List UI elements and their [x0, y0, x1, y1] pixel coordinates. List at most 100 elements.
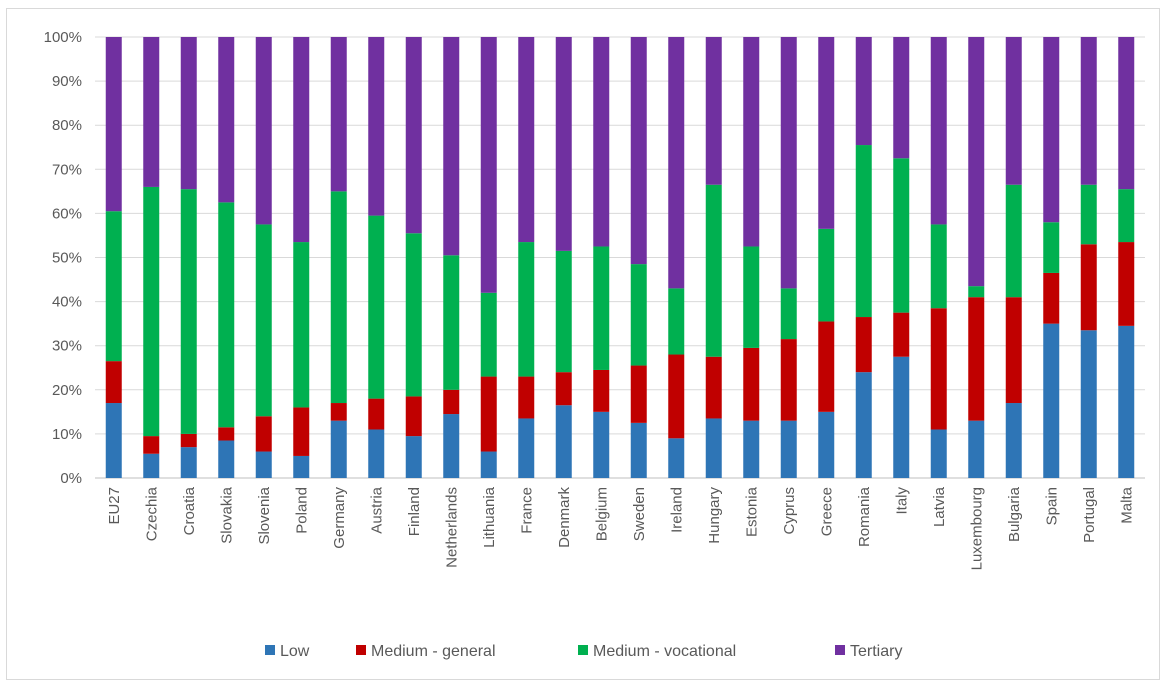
bar-segment	[368, 398, 385, 430]
bar-segment	[1118, 37, 1135, 190]
x-tick-label: EU27	[106, 487, 123, 525]
bar-segment	[930, 308, 947, 430]
bar-segment	[405, 436, 422, 478]
legend-label: Tertiary	[850, 643, 902, 660]
bar-segment	[330, 403, 347, 421]
bar-segment	[555, 37, 572, 251]
x-tick-label: Czechia	[143, 486, 160, 541]
legend-swatch	[835, 645, 845, 655]
gridlines	[95, 36, 1145, 479]
bar-segment	[1005, 403, 1022, 478]
y-tick-label: 70%	[52, 161, 82, 178]
chart-frame	[6, 8, 1160, 680]
bar-segment	[705, 184, 722, 357]
bar-segment	[255, 451, 272, 478]
x-tick-label: Hungary	[706, 487, 723, 544]
bar-segment	[780, 288, 797, 340]
legend-swatch	[356, 645, 366, 655]
bar-segment	[968, 297, 985, 421]
bar-segment	[480, 292, 497, 377]
bar-segment	[518, 376, 535, 419]
x-tick-label: France	[518, 487, 535, 534]
bars	[105, 37, 1135, 478]
bar-segment	[818, 228, 835, 322]
bar-segment	[368, 429, 385, 478]
bar-segment	[143, 186, 160, 437]
bar-segment	[330, 37, 347, 192]
x-axis-ticks: EU27 Czechia Croatia Slovakia Slovenia Poland…	[106, 486, 1136, 570]
x-tick-label: Lithuania	[481, 486, 498, 548]
bar-segment	[818, 321, 835, 412]
bar-segment	[555, 250, 572, 373]
y-tick-label: 50%	[52, 250, 82, 267]
x-tick-label: Netherlands	[443, 487, 460, 568]
y-tick-label: 20%	[52, 382, 82, 399]
bar-segment	[255, 37, 272, 225]
bar-segment	[705, 356, 722, 419]
bar-segment	[668, 37, 685, 289]
bar-segment	[105, 37, 122, 212]
y-tick-label: 0%	[60, 470, 82, 487]
bar-segment	[443, 389, 460, 415]
x-tick-label: Poland	[293, 487, 310, 534]
bar-segment	[780, 339, 797, 421]
y-tick-label: 30%	[52, 338, 82, 355]
bar-segment	[968, 37, 985, 287]
legend: Low Medium - general Medium - vocational Te…	[265, 643, 902, 660]
bar-segment	[668, 288, 685, 355]
x-tick-label: Slovakia	[218, 486, 235, 543]
bar-segment	[818, 411, 835, 478]
bar-segment	[480, 376, 497, 452]
bar-segment	[743, 37, 760, 247]
legend-label: Low	[280, 643, 310, 660]
bar-segment	[218, 440, 235, 478]
bar-segment	[293, 37, 310, 243]
bar-segment	[893, 37, 910, 159]
y-axis-ticks: 0% 10% 20% 30% 40% 50% 60% 70% 80% 90% 100%	[44, 29, 82, 487]
x-tick-label: Latvia	[931, 486, 948, 527]
bar-segment	[593, 411, 610, 478]
bar-segment	[180, 37, 197, 190]
bar-segment	[968, 286, 985, 298]
bar-segment	[480, 451, 497, 478]
x-tick-label: Estonia	[743, 486, 760, 537]
x-tick-label: Bulgaria	[1006, 486, 1023, 542]
bar-segment	[1043, 222, 1060, 273]
legend-label: Medium - general	[371, 643, 496, 660]
bar-segment	[743, 420, 760, 478]
bar-segment	[143, 37, 160, 187]
bar-segment	[443, 414, 460, 478]
bar-segment	[1043, 272, 1060, 324]
bar-segment	[405, 233, 422, 397]
bar-segment	[668, 354, 685, 439]
bar-segment	[630, 37, 647, 265]
x-tick-label: Greece	[818, 487, 835, 536]
x-tick-label: Slovenia	[256, 486, 273, 544]
bar-segment	[293, 242, 310, 408]
bar-segment	[893, 356, 910, 478]
bar-segment	[518, 418, 535, 478]
bar-segment	[180, 447, 197, 478]
y-tick-label: 40%	[52, 294, 82, 311]
x-tick-label: Romania	[856, 486, 873, 547]
bar-segment	[893, 158, 910, 313]
bar-segment	[1118, 242, 1135, 326]
bar-segment	[1118, 325, 1135, 478]
bar-segment	[480, 37, 497, 293]
bar-segment	[705, 418, 722, 478]
bar-segment	[1043, 323, 1060, 478]
bar-segment	[855, 317, 872, 373]
y-tick-label: 80%	[52, 117, 82, 134]
x-tick-label: Italy	[893, 487, 910, 515]
bar-segment	[518, 242, 535, 377]
bar-segment	[780, 420, 797, 478]
bar-segment	[330, 191, 347, 404]
bar-segment	[1080, 244, 1097, 331]
bar-segment	[1005, 297, 1022, 404]
y-tick-label: 10%	[52, 426, 82, 443]
bar-segment	[968, 420, 985, 478]
x-tick-label: Spain	[1043, 487, 1060, 525]
bar-segment	[405, 37, 422, 234]
bar-segment	[668, 438, 685, 478]
